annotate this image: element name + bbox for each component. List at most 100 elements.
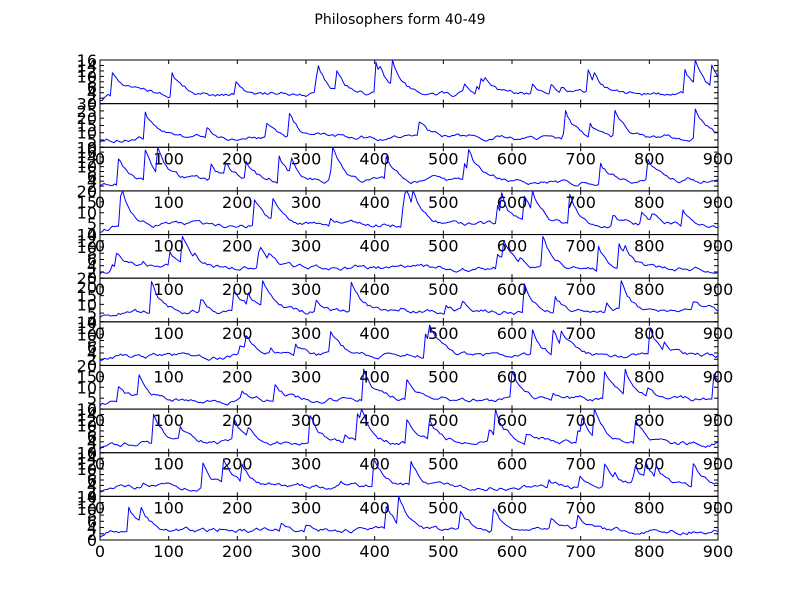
x-tick-label: 100 [153,542,184,561]
y-tick-label: 8 [87,466,97,485]
series-line [99,280,719,318]
y-tick-label: 8 [87,332,97,351]
subplot-frame [99,277,719,323]
x-tick-label: 200 [222,324,253,343]
x-tick-label: 100 [153,193,184,212]
y-tick-label: 12 [77,411,97,430]
y-tick-label: 6 [87,250,97,269]
x-tick-label: 800 [634,280,665,299]
x-tick-label: 500 [428,455,459,474]
x-tick-label: 200 [222,498,253,517]
y-tick-label: 6 [87,512,97,531]
x-tick-label: 800 [634,411,665,430]
x-tick-label: 200 [222,542,253,561]
y-tick-label: 2 [87,263,97,282]
x-tick-label: 800 [634,149,665,168]
x-tick-label: 700 [565,324,596,343]
y-tick-label: 10 [77,378,97,397]
x-tick-label: 300 [291,542,322,561]
series-line [99,146,719,187]
y-tick-label: 16 [77,143,97,162]
y-tick-label: 0 [87,226,97,245]
y-tick-label: 0 [87,269,97,288]
y-tick-label: 14 [77,449,97,468]
x-tick-label: 700 [565,149,596,168]
y-tick-label: 0 [87,182,97,201]
y-tick-label: 8 [87,506,97,525]
y-tick-label: 10 [77,325,97,344]
x-tick-label: 700 [565,367,596,386]
y-tick-label: 14 [77,56,97,75]
x-tick-label: 700 [565,237,596,256]
y-tick-label: 6 [87,427,97,446]
y-tick-label: 18 [77,138,97,157]
x-tick-label: 500 [428,149,459,168]
y-tick-label: 0 [87,444,97,463]
x-tick-label: 900 [703,542,734,561]
x-tick-label: 500 [428,498,459,517]
x-tick-label: 400 [359,280,390,299]
x-tick-label: 300 [291,149,322,168]
y-tick-label: 4 [87,172,97,191]
x-tick-label: 600 [497,455,528,474]
y-tick-label: 2 [87,482,97,501]
y-tick-label: 10 [77,460,97,479]
y-tick-label: 2 [87,89,97,108]
y-tick-label: 6 [87,338,97,357]
x-tick-label: 600 [497,498,528,517]
y-tick-label: 16 [77,51,97,70]
series-line [99,459,719,493]
x-tick-label: 100 [153,237,184,256]
y-tick-label: 8 [87,163,97,182]
y-tick-label: 0 [87,138,97,157]
y-tick-label: 14 [77,226,97,245]
y-tick-label: 6 [87,471,97,490]
x-tick-label: 500 [428,237,459,256]
x-tick-label: 300 [291,411,322,430]
x-tick-label: 300 [291,237,322,256]
x-tick-label: 400 [359,542,390,561]
y-tick-label: 0 [87,356,97,375]
x-tick-label: 100 [153,149,184,168]
x-tick-label: 700 [565,542,596,561]
y-tick-label: 0 [87,487,97,506]
y-tick-label: 0 [87,400,97,419]
x-tick-label: 300 [291,324,322,343]
y-tick-label: 10 [77,158,97,177]
y-tick-label: 12 [77,455,97,474]
x-tick-label: 500 [428,280,459,299]
x-tick-label: 600 [497,149,528,168]
y-tick-label: 10 [77,204,97,223]
y-tick-label: 14 [77,148,97,167]
y-tick-label: 4 [87,476,97,495]
series-line [99,368,719,407]
x-tick-label: 400 [359,324,390,343]
y-tick-label: 12 [77,153,97,172]
x-tick-label: 400 [359,193,390,212]
x-tick-label: 700 [565,498,596,517]
y-tick-label: 10 [77,124,97,143]
y-tick-label: 30 [77,95,97,114]
x-tick-label: 300 [291,193,322,212]
x-tick-label: 600 [497,193,528,212]
subplot-frame [99,321,719,366]
series-line [99,408,719,450]
x-tick-label: 300 [291,280,322,299]
x-tick-label: 400 [359,411,390,430]
y-tick-label: 10 [77,416,97,435]
y-tick-label: 5 [87,389,97,408]
y-tick-label: 16 [77,400,97,419]
x-tick-label: 700 [565,193,596,212]
y-tick-label: 2 [87,177,97,196]
y-tick-label: 2 [87,525,97,544]
x-tick-label: 800 [634,498,665,517]
subplot-frame [99,495,719,541]
y-tick-label: 25 [77,102,97,121]
x-tick-label: 700 [565,411,596,430]
y-tick-label: 15 [77,287,97,306]
